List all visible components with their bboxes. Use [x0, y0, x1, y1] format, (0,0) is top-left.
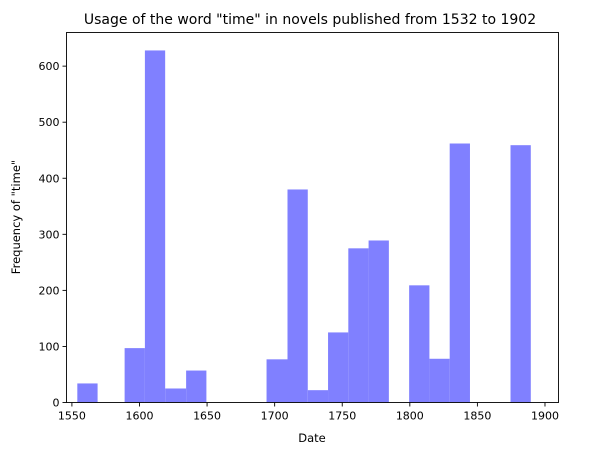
x-tick-label: 1850: [463, 410, 491, 423]
y-axis-ticks: 0 100 200 300 400 500 600: [39, 60, 67, 410]
histogram-bar-14: [449, 143, 470, 403]
histogram-bar-2: [124, 348, 145, 403]
histogram-bar-15: [510, 145, 531, 403]
x-tick-label: 1750: [328, 410, 356, 423]
y-tick-label: 300: [39, 228, 60, 241]
histogram-bar-11: [368, 240, 389, 403]
histogram-bar-6: [266, 359, 288, 403]
histogram-bar-4: [165, 388, 187, 403]
chart-title: Usage of the word "time" in novels publi…: [84, 12, 536, 28]
x-axis-label: Date: [298, 431, 326, 445]
x-tick-label: 1900: [531, 410, 559, 423]
histogram-bar-3: [144, 50, 166, 403]
histogram-bar-8: [307, 390, 329, 403]
y-axis-label: Frequency of "time": [9, 160, 23, 274]
histogram-bar-12: [409, 285, 430, 403]
x-tick-label: 1550: [58, 410, 86, 423]
histogram-bar-5: [186, 370, 207, 403]
x-tick-label: 1600: [125, 410, 153, 423]
y-tick-label: 600: [39, 60, 60, 73]
y-tick-label: 500: [39, 116, 60, 129]
plot-frame: [66, 32, 559, 403]
x-axis-ticks: 1550 1600 1650 1700 1750 1800 1850 1900: [58, 402, 559, 423]
histogram-bar-7: [287, 189, 308, 403]
x-tick-label: 1800: [396, 410, 424, 423]
x-tick-label: 1700: [261, 410, 289, 423]
histogram-bar-10: [348, 248, 369, 403]
y-tick-label: 200: [39, 284, 60, 297]
x-tick-label: 1650: [193, 410, 221, 423]
y-tick-label: 0: [53, 397, 60, 410]
histogram-bar-1: [77, 383, 98, 403]
y-tick-label: 100: [39, 340, 60, 353]
histogram-bar-9: [328, 332, 349, 403]
histogram-bar-13: [429, 358, 450, 403]
bars-group: [77, 50, 531, 403]
y-tick-label: 400: [39, 172, 60, 185]
